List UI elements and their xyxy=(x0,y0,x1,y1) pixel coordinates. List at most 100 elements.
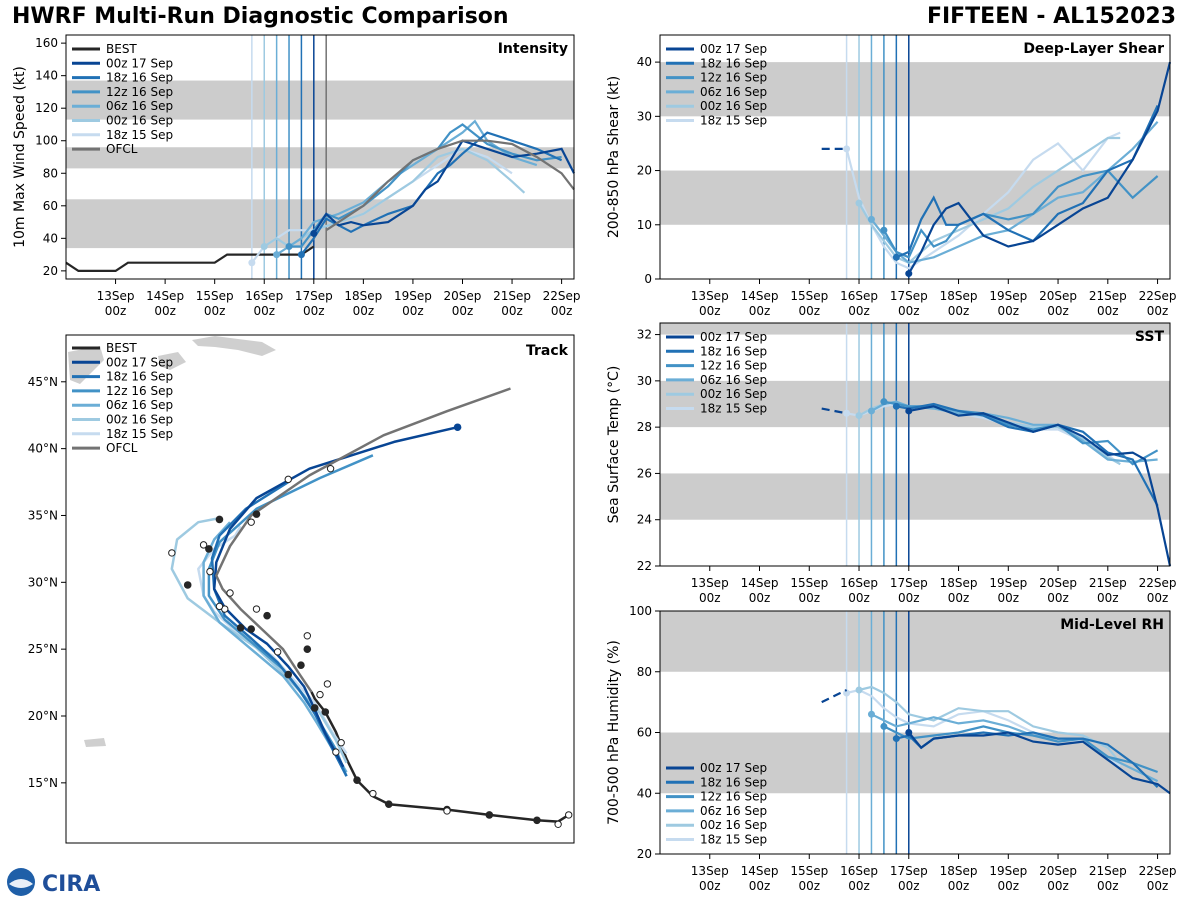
x-tick-label: 00z xyxy=(749,879,771,893)
legend-label: 00z 17 Sep xyxy=(700,330,767,344)
y-tick-label: 32 xyxy=(637,328,652,342)
y-tick-label: 30 xyxy=(637,374,652,388)
series-line xyxy=(821,689,848,704)
legend-label: 00z 17 Sep xyxy=(700,761,767,775)
y-tick-label: 22 xyxy=(637,559,652,573)
track-point-filled xyxy=(215,515,224,524)
legend-label: 00z 17 Sep xyxy=(106,355,173,369)
x-tick-label: 00z xyxy=(1147,591,1169,605)
track-point-open xyxy=(316,690,324,699)
series-line xyxy=(883,400,1159,466)
y-tick-label: 20 xyxy=(637,164,652,178)
y-tick-label: 0 xyxy=(644,272,652,286)
track-point-open xyxy=(199,541,208,549)
track-end-point xyxy=(453,423,462,432)
figure-title: HWRF Multi-Run Diagnostic Comparison xyxy=(12,4,509,29)
x-tick-label: 00z xyxy=(204,304,226,318)
x-tick-label: 00z xyxy=(303,304,325,318)
x-tick-label: 13Sep xyxy=(691,576,729,590)
legend-label: 00z 17 Sep xyxy=(106,56,173,70)
map-background xyxy=(66,335,574,843)
x-tick-label: 00z xyxy=(998,879,1020,893)
legend-label: 18z 15 Sep xyxy=(700,833,767,847)
x-tick-label: 14Sep xyxy=(741,576,779,590)
series-line xyxy=(65,245,315,272)
x-tick-label: 21Sep xyxy=(1089,289,1127,303)
x-tick-label: 13Sep xyxy=(691,864,729,878)
x-tick-label: 19Sep xyxy=(989,289,1027,303)
y-tick-label: 60 xyxy=(43,199,58,213)
legend-label: 18z 15 Sep xyxy=(106,128,173,142)
init-point xyxy=(867,407,875,415)
y-axis-label: Sea Surface Temp (°C) xyxy=(606,366,622,524)
x-tick-label: 15Sep xyxy=(790,576,828,590)
init-point xyxy=(892,735,900,743)
x-tick-label: 00z xyxy=(998,304,1020,318)
x-tick-label: 00z xyxy=(402,304,424,318)
legend-label: 00z 16 Sep xyxy=(106,114,173,128)
init-point xyxy=(880,398,888,406)
lat-tick-label: 35°N xyxy=(28,508,58,522)
init-point xyxy=(905,270,913,278)
x-tick-label: 20Sep xyxy=(1039,576,1077,590)
panel-intensity: 2040608010012014016013Sep00z14Sep00z15Se… xyxy=(12,34,581,318)
series-line xyxy=(325,139,575,232)
init-point xyxy=(297,251,305,259)
series-line xyxy=(908,405,1172,567)
legend-label: 12z 16 Sep xyxy=(106,384,173,398)
plot-frame xyxy=(659,34,1171,280)
cira-logo: CIRA xyxy=(7,868,100,897)
track-point-filled xyxy=(303,645,312,653)
x-tick-label: 00z xyxy=(105,304,127,318)
series-line xyxy=(312,139,575,235)
x-tick-label: 17Sep xyxy=(890,576,928,590)
shaded-band xyxy=(66,147,574,169)
track-point-open xyxy=(303,632,311,640)
lat-tick-label: 15°N xyxy=(28,776,58,790)
shaded-band xyxy=(660,473,1170,520)
x-tick-label: 00z xyxy=(154,304,176,318)
series-line xyxy=(895,105,1159,259)
x-tick-label: 15Sep xyxy=(790,289,828,303)
x-tick-label: 14Sep xyxy=(741,289,779,303)
y-axis-label: 10m Max Wind Speed (kt) xyxy=(12,66,28,248)
track-point-filled xyxy=(384,800,393,809)
legend-label: 12z 16 Sep xyxy=(700,790,767,804)
track-point-filled xyxy=(533,816,541,825)
x-tick-label: 00z xyxy=(1047,304,1069,318)
panel-title: Track xyxy=(526,343,569,359)
x-tick-label: 21Sep xyxy=(493,289,531,303)
init-point xyxy=(880,226,888,234)
plot-frame xyxy=(659,322,1171,567)
x-tick-label: 17Sep xyxy=(295,289,333,303)
land-shape xyxy=(192,336,276,356)
x-tick-label: 00z xyxy=(898,304,920,318)
lat-tick-label: 40°N xyxy=(28,442,58,456)
x-tick-label: 00z xyxy=(848,304,870,318)
y-tick-label: 140 xyxy=(35,69,58,83)
x-tick-label: 00z xyxy=(699,304,721,318)
legend-label: 18z 16 Sep xyxy=(700,344,767,358)
land-shape xyxy=(84,738,106,747)
x-tick-label: 16Sep xyxy=(840,576,878,590)
x-tick-label: 00z xyxy=(848,879,870,893)
storm-title: FIFTEEN - AL152023 xyxy=(926,4,1176,29)
y-axis-label: 700-500 hPa Humidity (%) xyxy=(606,640,622,825)
x-tick-label: 20Sep xyxy=(1039,289,1077,303)
x-tick-label: 21Sep xyxy=(1089,576,1127,590)
track-point-open xyxy=(247,518,255,526)
series-line xyxy=(858,136,1121,264)
x-tick-label: 00z xyxy=(798,879,820,893)
x-tick-label: 00z xyxy=(699,591,721,605)
x-tick-label: 00z xyxy=(749,304,771,318)
y-tick-label: 20 xyxy=(43,264,58,278)
x-tick-label: 00z xyxy=(898,879,920,893)
x-tick-label: 17Sep xyxy=(890,864,928,878)
shaded-band xyxy=(660,62,1170,117)
x-tick-label: 18Sep xyxy=(940,576,978,590)
y-tick-label: 40 xyxy=(43,231,58,245)
legend-label: 18z 15 Sep xyxy=(700,114,767,128)
init-point xyxy=(843,409,851,417)
x-tick-label: 13Sep xyxy=(97,289,135,303)
